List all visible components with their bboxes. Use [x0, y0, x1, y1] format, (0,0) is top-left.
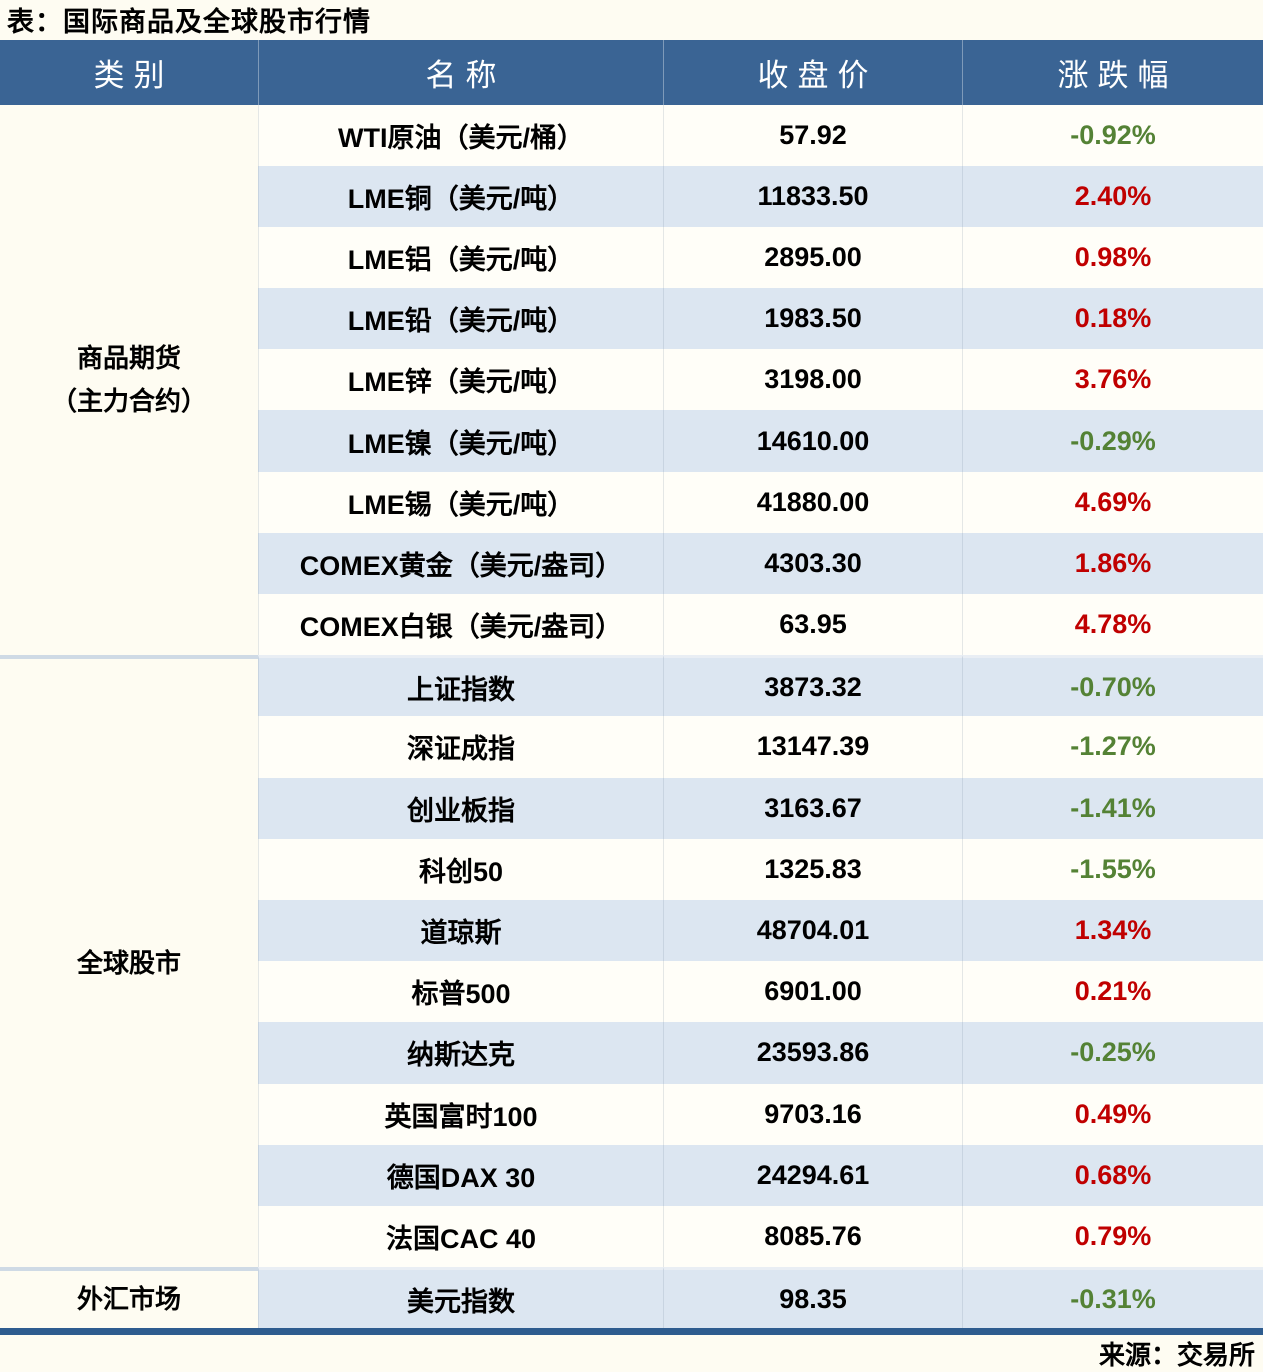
instrument-name-cell: 深证成指: [258, 716, 663, 778]
change-percent-cell: 1.34%: [962, 899, 1263, 962]
instrument-name-cell: 科创50: [258, 838, 663, 900]
close-price-cell: 57.92: [663, 104, 962, 166]
close-price-cell: 23593.86: [663, 1022, 962, 1084]
change-percent-cell: 0.98%: [962, 226, 1263, 289]
instrument-name-cell: 美元指数: [258, 1267, 663, 1329]
change-percent-cell: 0.79%: [962, 1205, 1263, 1268]
market-table: 类别 名称 收盘价 涨跌幅 商品期货 （主力合约） WTI原油（美元/桶） 57.92…: [0, 39, 1263, 1329]
change-percent-cell: -0.70%: [962, 655, 1263, 717]
change-percent-cell: 0.18%: [962, 288, 1263, 350]
change-percent-cell: -0.92%: [962, 104, 1263, 166]
instrument-name-cell: 纳斯达克: [258, 1022, 663, 1084]
title-bar: 表：国际商品及全球股市行情: [0, 0, 1263, 40]
page-title: 表：国际商品及全球股市行情: [7, 7, 371, 38]
instrument-name-cell: LME镍（美元/吨）: [258, 410, 663, 472]
close-price-cell: 3198.00: [663, 349, 962, 411]
instrument-name-cell: 英国富时100: [258, 1083, 663, 1145]
header-cell-category: 类别: [0, 39, 258, 105]
close-price-cell: 6901.00: [663, 961, 962, 1023]
close-price-cell: 3163.67: [663, 777, 962, 839]
change-percent-cell: 0.68%: [962, 1144, 1263, 1206]
instrument-name-cell: LME锡（美元/吨）: [258, 471, 663, 533]
close-price-cell: 11833.50: [663, 165, 962, 227]
change-percent-cell: 3.76%: [962, 349, 1263, 411]
instrument-name-cell: COMEX黄金（美元/盎司）: [258, 532, 663, 594]
close-price-cell: 8085.76: [663, 1205, 962, 1268]
close-price-cell: 4303.30: [663, 532, 962, 594]
change-percent-cell: 0.49%: [962, 1083, 1263, 1145]
instrument-name-cell: 上证指数: [258, 655, 663, 717]
source-bar: 来源：交易所: [0, 1335, 1263, 1372]
instrument-name-cell: LME铜（美元/吨）: [258, 165, 663, 227]
category-label-line: 商品期货: [76, 342, 181, 373]
instrument-name-cell: WTI原油（美元/桶）: [258, 104, 663, 166]
instrument-name-cell: LME锌（美元/吨）: [258, 349, 663, 411]
instrument-name-cell: LME铅（美元/吨）: [258, 288, 663, 350]
change-percent-cell: 2.40%: [962, 165, 1263, 227]
change-percent-cell: -0.25%: [962, 1022, 1263, 1084]
close-price-cell: 3873.32: [663, 655, 962, 717]
instrument-name-cell: LME铝（美元/吨）: [258, 226, 663, 289]
instrument-name-cell: 标普500: [258, 961, 663, 1023]
category-label-line: （主力合约）: [50, 385, 207, 416]
close-price-cell: 24294.61: [663, 1144, 962, 1206]
change-percent-cell: -1.27%: [962, 716, 1263, 778]
instrument-name-cell: 道琼斯: [258, 899, 663, 962]
instrument-name-cell: COMEX白银（美元/盎司）: [258, 594, 663, 656]
instrument-name-cell: 德国DAX 30: [258, 1144, 663, 1206]
change-percent-cell: 4.69%: [962, 471, 1263, 533]
change-percent-cell: 1.86%: [962, 532, 1263, 594]
change-percent-cell: -1.41%: [962, 777, 1263, 839]
change-percent-cell: -0.29%: [962, 410, 1263, 472]
header-cell-close: 收盘价: [663, 39, 962, 105]
change-percent-cell: -0.31%: [962, 1267, 1263, 1329]
close-price-cell: 1325.83: [663, 838, 962, 900]
instrument-name-cell: 法国CAC 40: [258, 1205, 663, 1268]
close-price-cell: 63.95: [663, 594, 962, 656]
change-percent-cell: 4.78%: [962, 594, 1263, 656]
source-label: 来源：交易所: [1098, 1340, 1255, 1370]
close-price-cell: 9703.16: [663, 1083, 962, 1145]
close-price-cell: 1983.50: [663, 288, 962, 350]
close-price-cell: 41880.00: [663, 471, 962, 533]
category-cell: 外汇市场: [0, 1267, 258, 1328]
close-price-cell: 2895.00: [663, 226, 962, 289]
instrument-name-cell: 创业板指: [258, 777, 663, 839]
close-price-cell: 14610.00: [663, 410, 962, 472]
close-price-cell: 13147.39: [663, 716, 962, 778]
category-label-line: 全球股市: [76, 947, 181, 978]
category-label-line: 外汇市场: [76, 1284, 181, 1315]
header-cell-change: 涨跌幅: [962, 39, 1263, 105]
category-cell: 全球股市: [0, 655, 258, 1267]
change-percent-cell: 0.21%: [962, 961, 1263, 1023]
close-price-cell: 98.35: [663, 1267, 962, 1329]
table-bottom-rule: [0, 1328, 1263, 1335]
header-cell-name: 名称: [258, 39, 663, 105]
category-cell: 商品期货 （主力合约）: [0, 105, 258, 656]
close-price-cell: 48704.01: [663, 899, 962, 962]
change-percent-cell: -1.55%: [962, 838, 1263, 900]
